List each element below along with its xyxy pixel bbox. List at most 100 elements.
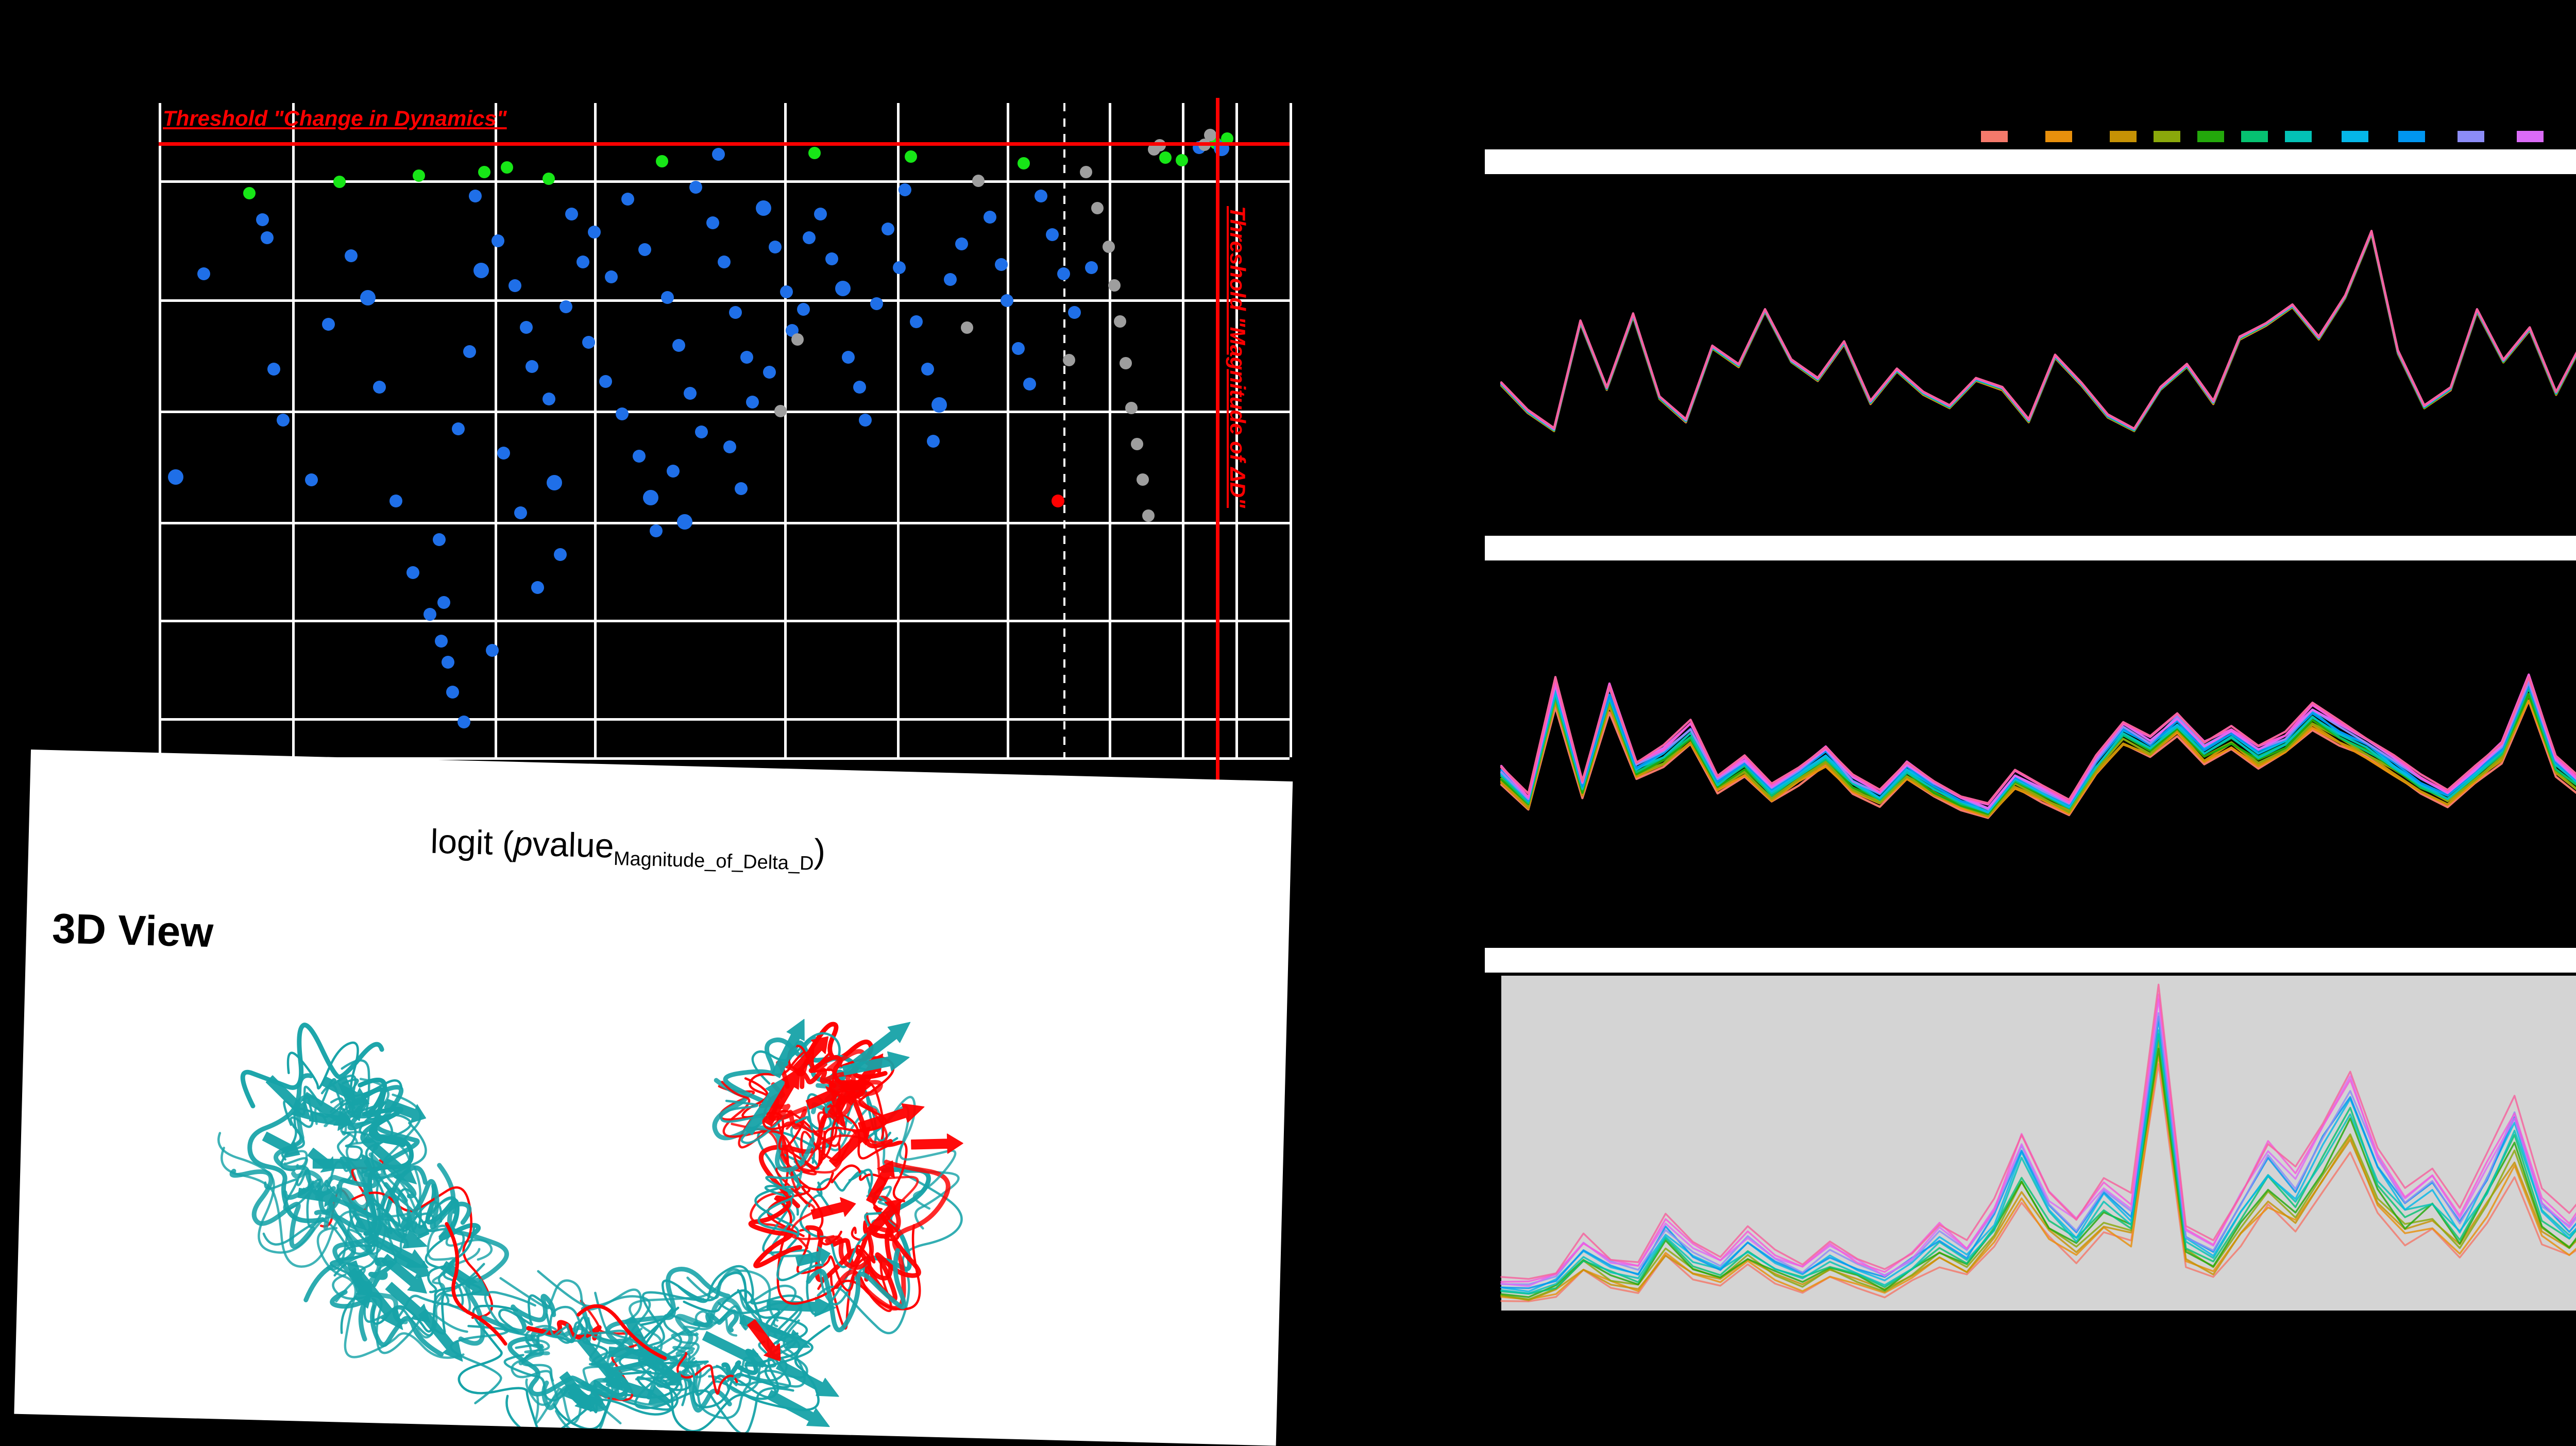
volcano-data-point[interactable] (1057, 267, 1070, 280)
volcano-data-point[interactable] (931, 397, 947, 413)
volcano-data-point[interactable] (1108, 279, 1121, 292)
volcano-data-point[interactable] (486, 643, 499, 657)
volcano-data-point[interactable] (1176, 154, 1189, 166)
volcano-data-point[interactable] (1034, 189, 1047, 202)
volcano-data-point[interactable] (547, 475, 563, 491)
volcano-data-point[interactable] (587, 225, 601, 239)
volcano-data-point[interactable] (718, 255, 731, 268)
volcano-data-point[interactable] (762, 366, 776, 379)
volcano-data-point[interactable] (304, 473, 318, 486)
volcano-data-point[interactable] (642, 490, 658, 506)
volcano-data-point[interactable] (825, 252, 838, 265)
volcano-data-point[interactable] (1130, 437, 1143, 450)
volcano-data-point[interactable] (261, 231, 274, 245)
volcano-data-point[interactable] (899, 183, 912, 197)
volcano-data-point[interactable] (267, 363, 281, 376)
volcano-data-point[interactable] (672, 338, 686, 352)
volcano-plot-area[interactable]: Threshold "Change in Dynamics" Threshold … (159, 98, 1292, 787)
volcano-data-point[interactable] (256, 213, 269, 227)
legend-swatch[interactable] (2517, 131, 2544, 142)
volcano-data-point[interactable] (599, 375, 612, 388)
volcano-data-point[interactable] (983, 210, 996, 224)
volcano-data-point[interactable] (1102, 241, 1115, 253)
legend-swatch[interactable] (2458, 131, 2484, 142)
volcano-data-point[interactable] (372, 381, 386, 394)
volcano-data-point[interactable] (469, 189, 482, 202)
chart-uptake-difference[interactable]: Uptake Difference : Protein A - (Protein… (1484, 947, 2576, 1314)
volcano-data-point[interactable] (1000, 294, 1013, 307)
volcano-data-point[interactable] (457, 715, 471, 728)
volcano-data-point[interactable] (955, 237, 968, 250)
volcano-data-point[interactable] (276, 413, 290, 427)
volcano-data-point[interactable] (565, 207, 578, 220)
volcano-data-point[interactable] (745, 396, 759, 409)
volcano-data-point[interactable] (478, 166, 491, 178)
volcano-data-point[interactable] (796, 303, 810, 316)
volcano-data-point[interactable] (961, 321, 974, 334)
volcano-data-point[interactable] (1136, 473, 1149, 486)
volcano-data-point[interactable] (1011, 342, 1025, 355)
protein-ribbon-structure[interactable] (184, 975, 1097, 1445)
three-d-view-card[interactable]: logit (pvalueMagnitude_of_Delta_D) 3D Vi… (14, 750, 1293, 1446)
volcano-data-point[interactable] (360, 290, 376, 305)
volcano-data-point[interactable] (1018, 157, 1030, 169)
volcano-data-point[interactable] (508, 279, 521, 292)
volcano-data-point[interactable] (870, 297, 884, 310)
legend-swatch[interactable] (2045, 131, 2072, 142)
volcano-data-point[interactable] (501, 161, 514, 174)
volcano-data-point[interactable] (446, 685, 460, 699)
volcano-data-point[interactable] (452, 422, 465, 436)
volcano-data-point[interactable] (497, 446, 510, 460)
volcano-data-point[interactable] (791, 333, 804, 346)
timepoint-legend[interactable] (1484, 129, 2576, 146)
volcano-data-point[interactable] (514, 506, 527, 519)
volcano-data-point[interactable] (774, 405, 787, 417)
volcano-data-point[interactable] (1125, 402, 1138, 415)
volcano-data-point[interactable] (1085, 261, 1098, 275)
volcano-data-point[interactable] (525, 360, 538, 373)
legend-swatch[interactable] (2241, 131, 2268, 142)
volcano-data-point[interactable] (1204, 129, 1217, 142)
volcano-data-point[interactable] (1091, 201, 1104, 214)
chart-uptake-difference-canvas[interactable] (1484, 974, 2576, 1314)
volcano-data-point[interactable] (442, 655, 455, 669)
volcano-data-point[interactable] (842, 351, 855, 364)
volcano-data-point[interactable] (492, 234, 504, 247)
legend-swatch[interactable] (2154, 131, 2180, 142)
volcano-data-point[interactable] (435, 635, 448, 648)
volcano-data-point[interactable] (723, 440, 736, 454)
volcano-data-point[interactable] (676, 514, 692, 530)
legend-swatch[interactable] (2398, 131, 2425, 142)
volcano-data-point[interactable] (689, 180, 703, 194)
volcano-data-point[interactable] (910, 315, 923, 328)
volcano-data-point[interactable] (712, 147, 725, 161)
volcano-data-point[interactable] (333, 175, 346, 188)
volcano-data-point[interactable] (661, 291, 674, 304)
volcano-data-point[interactable] (582, 336, 595, 349)
legend-swatch[interactable] (2342, 131, 2368, 142)
volcano-data-point[interactable] (835, 281, 851, 297)
volcano-data-point[interactable] (616, 407, 629, 421)
volcano-data-point[interactable] (167, 469, 183, 485)
volcano-data-point[interactable] (197, 267, 211, 280)
volcano-data-point[interactable] (944, 273, 957, 286)
volcano-data-point[interactable] (893, 261, 906, 275)
volcano-data-point[interactable] (621, 192, 635, 206)
volcano-data-point[interactable] (243, 186, 256, 199)
volcano-data-point[interactable] (1051, 494, 1064, 507)
volcano-data-point[interactable] (684, 386, 697, 400)
volcano-data-point[interactable] (740, 351, 753, 364)
volcano-data-point[interactable] (734, 482, 748, 496)
volcano-data-point[interactable] (542, 393, 555, 406)
volcano-data-point[interactable] (633, 449, 646, 463)
volcano-data-point[interactable] (756, 200, 772, 216)
volcano-data-point[interactable] (553, 548, 567, 561)
volcano-data-point[interactable] (1062, 354, 1075, 367)
volcano-data-point[interactable] (543, 172, 555, 185)
volcano-data-point[interactable] (814, 207, 827, 220)
volcano-data-point[interactable] (1113, 315, 1126, 328)
volcano-data-point[interactable] (473, 263, 489, 279)
volcano-data-point[interactable] (638, 243, 652, 257)
volcano-data-point[interactable] (779, 285, 793, 298)
volcano-data-point[interactable] (437, 596, 450, 609)
